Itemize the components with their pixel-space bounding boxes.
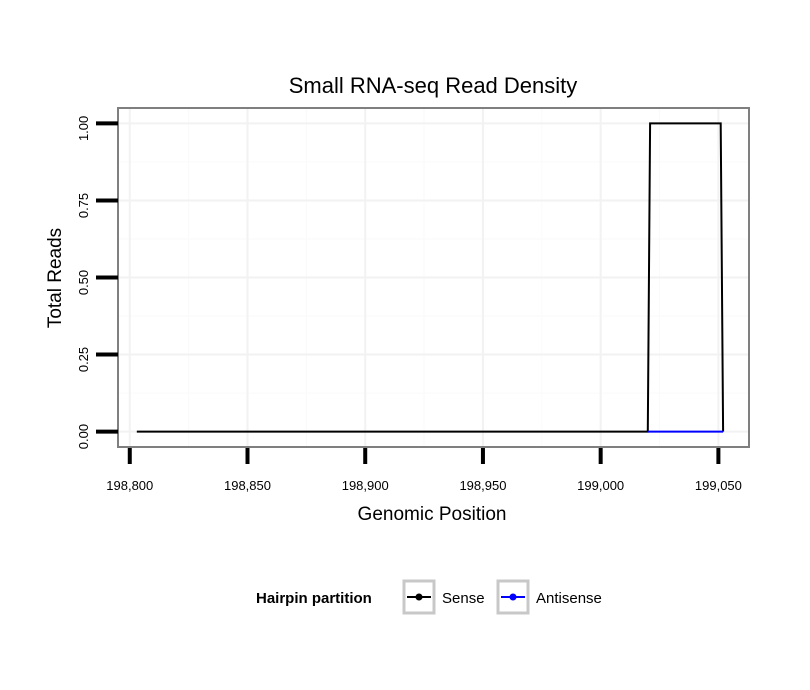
y-tick-label: 0.00: [76, 424, 91, 449]
grid: [118, 108, 749, 447]
series-layer: [136, 122, 725, 433]
y-axis-title: Total Reads: [45, 228, 66, 328]
x-tick-label: 198,800: [106, 478, 153, 493]
x-tick-label: 199,000: [577, 478, 624, 493]
chart-title: Small RNA-seq Read Density: [289, 73, 578, 98]
legend-label-antisense: Antisense: [536, 590, 602, 607]
series-line-sense: [136, 122, 725, 433]
y-axis: 0.00 0.25 0.50 0.75 1.00: [76, 116, 118, 449]
legend-title: Hairpin partition: [256, 590, 372, 607]
y-tick-label: 1.00: [76, 116, 91, 141]
legend-key-sense-point: [415, 593, 423, 601]
x-tick-label: 198,850: [224, 478, 271, 493]
x-tick-label: 198,950: [459, 478, 506, 493]
y-tick-label: 0.75: [76, 193, 91, 218]
x-axis-title: Genomic Position: [358, 504, 507, 525]
y-tick-label: 0.25: [76, 347, 91, 372]
y-tick-label: 0.50: [76, 270, 91, 295]
legend-label-sense: Sense: [442, 590, 485, 607]
legend: Hairpin partition Sense Antisense: [256, 579, 602, 615]
legend-key-antisense-point: [509, 593, 517, 601]
x-axis: 198,800 198,850 198,900 198,950 199,000 199,0…: [106, 448, 742, 493]
x-tick-label: 199,050: [695, 478, 742, 493]
x-tick-label: 198,900: [342, 478, 389, 493]
